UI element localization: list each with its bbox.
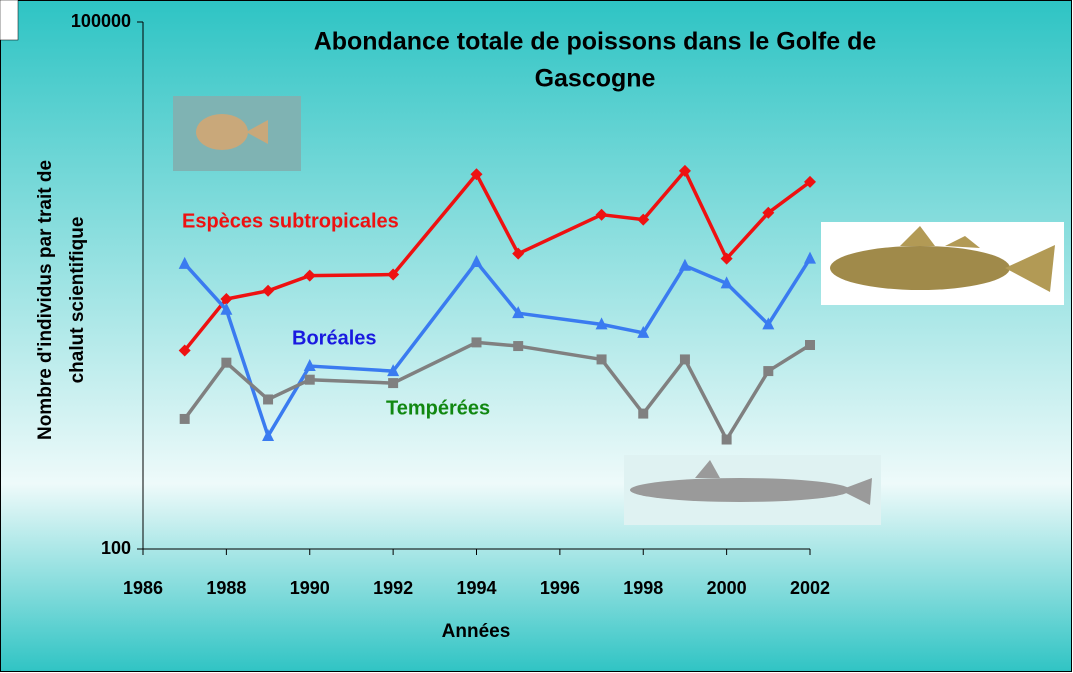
- x-tick-label: 1986: [123, 578, 163, 598]
- point-marker: [595, 317, 608, 330]
- point-marker: [220, 302, 233, 315]
- point-marker: [303, 359, 316, 372]
- point-marker: [720, 252, 733, 265]
- point-marker: [220, 292, 233, 305]
- fish-image: [624, 455, 881, 525]
- point-marker: [263, 394, 274, 405]
- x-tick-label: 2000: [707, 578, 747, 598]
- y-axis-label: Nombre d'individus par trait de: [35, 160, 56, 440]
- y-tick-label: 100000: [71, 11, 131, 31]
- series-label: Tempérées: [386, 397, 490, 419]
- point-marker: [638, 408, 649, 419]
- corner-strip: [0, 0, 19, 41]
- point-marker: [805, 339, 815, 350]
- point-marker: [470, 255, 483, 268]
- y-axis-label: chalut scientifique: [67, 217, 88, 384]
- series-label: Espèces subtropicales: [182, 210, 399, 232]
- point-marker: [178, 344, 191, 357]
- point-marker: [762, 206, 775, 219]
- point-marker: [637, 325, 650, 338]
- point-marker: [471, 337, 482, 348]
- point-marker: [595, 208, 608, 221]
- x-tick-label: 1990: [290, 578, 330, 598]
- point-marker: [512, 306, 525, 319]
- point-marker: [804, 175, 816, 188]
- series-label: Boréales: [292, 327, 377, 349]
- x-axis-label: Années: [442, 621, 511, 642]
- point-marker: [179, 413, 190, 424]
- x-tick-label: 1988: [206, 578, 246, 598]
- point-marker: [262, 284, 275, 297]
- point-marker: [762, 317, 775, 330]
- point-marker: [637, 213, 650, 226]
- point-marker: [513, 341, 524, 352]
- fish-image: [173, 96, 301, 171]
- x-tick-label: 1998: [623, 578, 663, 598]
- x-tick-label: 1994: [456, 578, 496, 598]
- point-marker: [512, 247, 525, 260]
- point-marker: [388, 378, 399, 389]
- x-tick-label: 2002: [790, 578, 830, 598]
- point-marker: [304, 374, 315, 385]
- point-marker: [763, 366, 774, 377]
- point-marker: [387, 268, 400, 281]
- point-marker: [721, 434, 732, 445]
- fish-image: [821, 222, 1064, 305]
- point-marker: [720, 276, 733, 289]
- point-marker: [178, 256, 191, 269]
- point-marker: [678, 164, 691, 177]
- point-marker: [221, 357, 232, 368]
- point-marker: [596, 354, 607, 365]
- x-tick-label: 1996: [540, 578, 580, 598]
- point-marker: [470, 168, 483, 181]
- point-marker: [303, 269, 316, 282]
- chart-title: Abondance totale de poissons dans le Gol…: [314, 28, 877, 93]
- chart-title-line: Abondance totale de poissons dans le Gol…: [314, 28, 877, 56]
- point-marker: [678, 258, 691, 271]
- point-marker: [387, 364, 400, 377]
- chart-title-line: Gascogne: [535, 65, 656, 93]
- point-marker: [262, 428, 275, 441]
- point-marker: [679, 354, 690, 365]
- y-tick-label: 100: [101, 538, 131, 558]
- point-marker: [804, 251, 816, 264]
- x-tick-label: 1992: [373, 578, 413, 598]
